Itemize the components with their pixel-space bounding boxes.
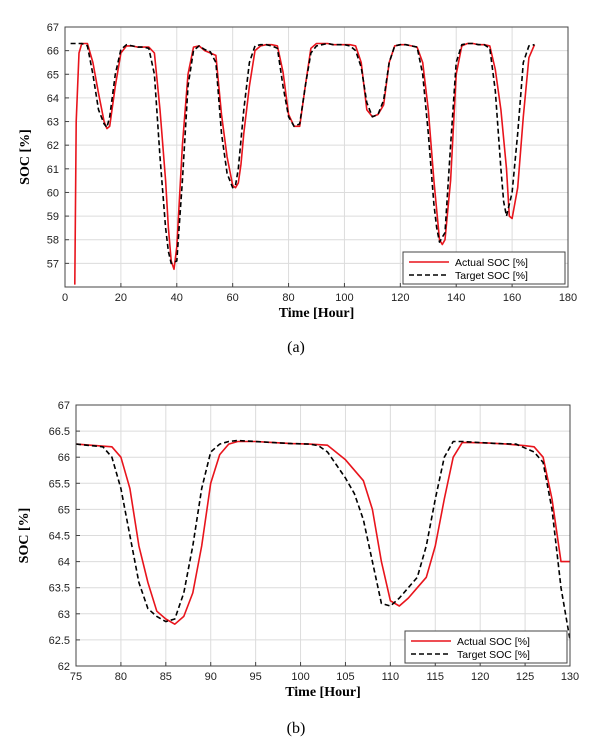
chart-a-y-tick-label: 67 [47,22,59,34]
chart-b-legend: Actual SOC [%] Target SOC [%] [404,630,568,664]
chart-b-y-tick-label: 65 [58,504,70,516]
chart-a-legend-box [402,251,566,285]
chart-a-y-axis-label: SOC [%] [18,129,33,185]
chart-a-x-tick-label: 160 [503,292,521,304]
chart-b-y-tick-label: 65.5 [49,478,70,490]
chart-b-x-tick-label: 115 [426,671,444,683]
chart-a-y-tick-label: 66 [47,46,59,58]
chart-b-y-tick-label: 63.5 [49,583,70,595]
chart-a-x-tick-label: 80 [282,292,294,304]
chart-a-x-axis-label: Time [Hour] [279,306,355,321]
chart-b-y-axis-label: SOC [%] [17,508,32,564]
chart-b-x-tick-label: 90 [205,671,217,683]
chart-a-x-tick-label: 120 [391,292,409,304]
chart-a-y-tick-label: 64 [47,93,59,105]
chart-a-x-tick-label: 0 [62,292,68,304]
chart-b-x-tick-label: 125 [516,671,534,683]
chart-a-legend-label-target: Target SOC [%] [455,270,528,282]
chart-a-x-tick-label: 140 [447,292,465,304]
chart-b-legend-box [404,630,568,664]
chart-a-caption: (a) [287,339,305,356]
chart-a-y-tick-label: 61 [47,164,59,176]
chart-a-y-tick-label: 57 [47,258,59,270]
chart-b-x-tick-label: 130 [561,671,579,683]
chart-b-x-tick-label: 85 [160,671,172,683]
chart-b-x-tick-label: 80 [115,671,127,683]
chart-b-y-tick-label: 66.5 [49,426,70,438]
chart-a-x-tick-label: 180 [559,292,577,304]
chart-a-y-tick-label: 62 [47,140,59,152]
chart-a-x-tick-label: 40 [171,292,183,304]
chart-a-series-actual-line [74,42,536,285]
chart-b-x-tick-label: 105 [336,671,354,683]
chart-b: 75 80 85 90 95 100 105 110 115 120 125 130 62 62.5 63 6… [17,400,579,737]
chart-b-x-tick-label: 110 [382,671,400,683]
chart-a-y-tick-label: 63 [47,117,59,129]
chart-a-grid [64,26,569,287]
chart-b-series-target-line [76,439,570,641]
chart-b-y-tick-label: 63 [58,609,70,621]
chart-a-ticks: 0 20 40 60 80 100 120 140 160 180 57 58 59 60 61 62 63 64… [47,22,577,304]
chart-b-y-tick-label: 62.5 [49,635,70,647]
chart-a-y-tick-label: 60 [47,187,59,199]
chart-a-legend-label-actual: Actual SOC [%] [455,257,528,269]
chart-a: 0 20 40 60 80 100 120 140 160 180 57 58 59 60 61 62 63 64… [18,22,577,356]
chart-a-series-target-line [70,42,535,265]
chart-b-ticks: 75 80 85 90 95 100 105 110 115 120 125 130 62 62.5 63 6… [49,400,580,683]
chart-b-series [76,439,570,641]
chart-b-x-tick-label: 75 [70,671,82,683]
chart-b-y-tick-label: 64 [58,557,70,569]
chart-b-x-tick-label: 100 [291,671,309,683]
chart-a-x-tick-label: 20 [115,292,127,304]
chart-b-series-actual-line [76,440,570,626]
chart-a-y-tick-label: 59 [47,211,59,223]
chart-b-x-axis-label: Time [Hour] [285,685,361,700]
chart-a-x-tick-label: 60 [227,292,239,304]
chart-a-series [70,42,536,285]
chart-b-x-tick-label: 120 [471,671,489,683]
chart-b-y-tick-label: 66 [58,452,70,464]
chart-a-legend: Actual SOC [%] Target SOC [%] [402,251,566,285]
chart-b-y-tick-label: 67 [58,400,70,412]
chart-b-y-tick-label: 64.5 [49,531,70,543]
chart-a-y-tick-label: 58 [47,235,59,247]
chart-b-y-tick-label: 62 [58,661,70,673]
chart-b-caption: (b) [287,720,306,737]
chart-b-legend-label-target: Target SOC [%] [457,649,530,661]
chart-a-y-tick-label: 65 [47,69,59,81]
chart-a-plot-frame [64,26,569,288]
chart-b-legend-label-actual: Actual SOC [%] [457,636,530,648]
chart-b-x-tick-label: 95 [250,671,262,683]
chart-a-x-tick-label: 100 [335,292,353,304]
